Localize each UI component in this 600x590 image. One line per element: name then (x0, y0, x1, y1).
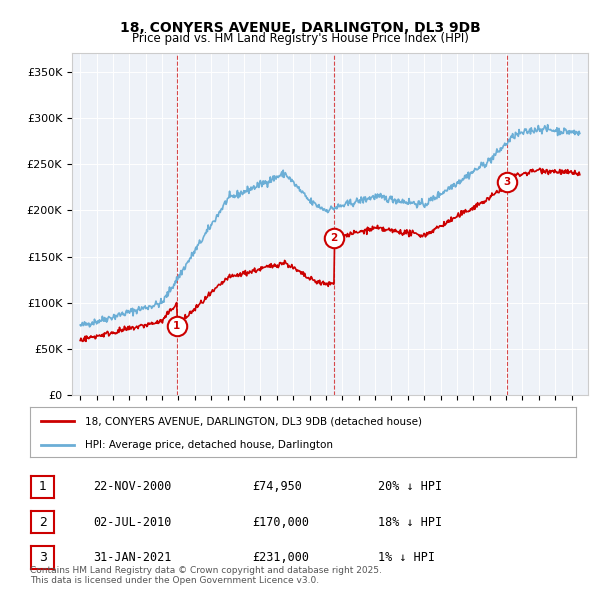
Text: Contains HM Land Registry data © Crown copyright and database right 2025.
This d: Contains HM Land Registry data © Crown c… (30, 566, 382, 585)
Text: 3: 3 (504, 176, 511, 186)
Text: £74,950: £74,950 (252, 480, 302, 493)
Text: 18, CONYERS AVENUE, DARLINGTON, DL3 9DB: 18, CONYERS AVENUE, DARLINGTON, DL3 9DB (119, 21, 481, 35)
Text: £170,000: £170,000 (252, 516, 309, 529)
Text: 31-JAN-2021: 31-JAN-2021 (93, 551, 172, 564)
Text: 1: 1 (38, 480, 47, 493)
Text: 18, CONYERS AVENUE, DARLINGTON, DL3 9DB (detached house): 18, CONYERS AVENUE, DARLINGTON, DL3 9DB … (85, 416, 422, 426)
Text: £231,000: £231,000 (252, 551, 309, 564)
Text: 1% ↓ HPI: 1% ↓ HPI (378, 551, 435, 564)
Text: HPI: Average price, detached house, Darlington: HPI: Average price, detached house, Darl… (85, 440, 332, 450)
Text: Price paid vs. HM Land Registry's House Price Index (HPI): Price paid vs. HM Land Registry's House … (131, 32, 469, 45)
Text: 22-NOV-2000: 22-NOV-2000 (93, 480, 172, 493)
Text: 20% ↓ HPI: 20% ↓ HPI (378, 480, 442, 493)
Text: 1: 1 (173, 321, 181, 331)
Text: 3: 3 (38, 551, 47, 564)
Text: 2: 2 (38, 516, 47, 529)
Text: 02-JUL-2010: 02-JUL-2010 (93, 516, 172, 529)
Text: 2: 2 (331, 233, 338, 243)
Text: 18% ↓ HPI: 18% ↓ HPI (378, 516, 442, 529)
